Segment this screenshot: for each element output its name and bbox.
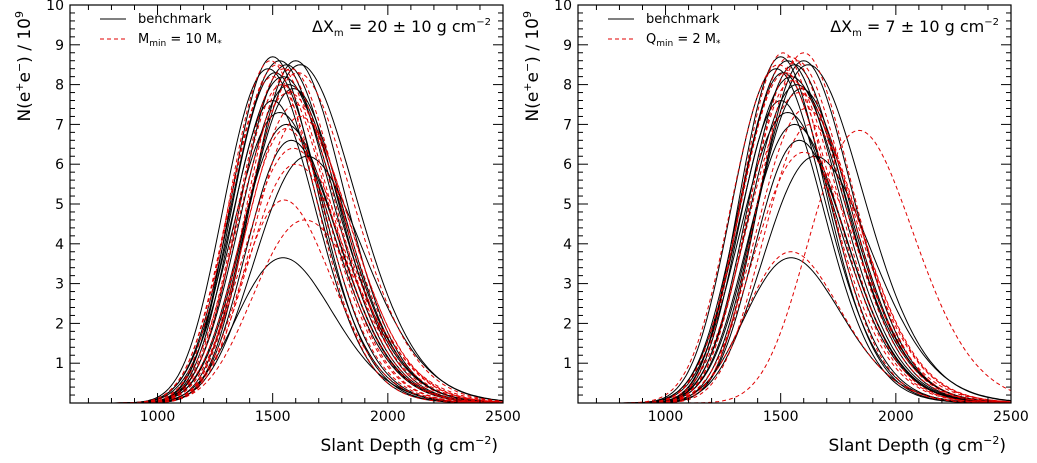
y-tick-label: 7 xyxy=(563,117,572,133)
alternative-curve xyxy=(102,68,503,404)
x-tick-label: 1500 xyxy=(763,409,799,425)
benchmark-curve xyxy=(102,111,503,404)
y-tick-label: 2 xyxy=(563,316,572,332)
y-tick-label: 5 xyxy=(55,197,64,213)
y-tick-label: 1 xyxy=(563,356,572,372)
y-tick-label: 9 xyxy=(55,38,64,54)
alternative-curve xyxy=(102,72,504,404)
curves xyxy=(610,52,1012,404)
benchmark-curve xyxy=(610,84,1012,404)
alternative-curve xyxy=(610,56,1012,404)
benchmark-curve xyxy=(610,72,1011,404)
x-tick-label: 1000 xyxy=(140,409,176,425)
y-tick-label: 7 xyxy=(55,117,64,133)
benchmark-curve xyxy=(102,68,503,404)
benchmark-curve xyxy=(102,139,503,404)
alternative-curve xyxy=(102,127,503,404)
alternative-curve xyxy=(102,92,504,404)
y-tick-label: 9 xyxy=(563,38,572,54)
alternative-curve xyxy=(102,64,504,404)
y-tick-label: 3 xyxy=(563,277,572,293)
alternative-curve xyxy=(610,64,1012,404)
x-tick-label: 2000 xyxy=(878,409,914,425)
alternative-curve xyxy=(102,115,504,404)
y-tick-label: 2 xyxy=(55,316,64,332)
benchmark-curve xyxy=(610,123,1011,404)
y-axis-title: N(e+e−) / 109 xyxy=(521,11,543,122)
x-tick-label: 1500 xyxy=(255,409,291,425)
y-tick-label: 6 xyxy=(55,157,64,173)
legend: benchmark Qmin = 2 M* xyxy=(608,12,721,49)
benchmark-curve xyxy=(102,56,503,404)
panel-left: 1000 1500 2000 2500 1 2 3 4 5 6 7 8 9 10 Slant Depth (… xyxy=(13,0,521,456)
alternative-curve xyxy=(102,219,504,404)
benchmark-curve xyxy=(610,99,1012,404)
annotation: ΔXm = 7 ± 10 g cm−2 xyxy=(830,17,999,39)
x-tick-label: 2500 xyxy=(485,409,521,425)
benchmark-curve xyxy=(610,88,1012,404)
alternative-curve xyxy=(610,123,1012,404)
alternative-curve xyxy=(102,147,504,404)
benchmark-curve xyxy=(610,155,1012,404)
alternative-curve xyxy=(610,52,1012,404)
panel-right: 1000 1500 2000 2500 1 2 3 4 5 6 7 8 9 10 Slant Depth (… xyxy=(521,0,1029,456)
x-axis-title: Slant Depth (g cm−2) xyxy=(320,434,498,456)
legend-label: benchmark xyxy=(138,12,212,27)
alternative-curve xyxy=(610,129,1012,404)
legend-label: Qmin = 2 M* xyxy=(646,32,721,49)
benchmark-curve xyxy=(102,72,503,404)
alternative-curve xyxy=(610,251,1012,404)
alternative-curve xyxy=(610,60,1012,404)
alternative-curve xyxy=(102,199,503,404)
benchmark-curve xyxy=(102,60,504,404)
y-tick-label: 10 xyxy=(554,0,572,14)
legend: benchmark Mmin = 10 M* xyxy=(100,12,222,49)
benchmark-curve xyxy=(610,139,1011,404)
benchmark-curve xyxy=(102,123,503,404)
y-tick-label: 6 xyxy=(563,157,572,173)
y-tick-label: 5 xyxy=(563,197,572,213)
y-tick-label: 3 xyxy=(55,277,64,293)
alternative-curve xyxy=(610,72,1012,404)
x-axis-title: Slant Depth (g cm−2) xyxy=(828,434,1006,456)
legend-label: Mmin = 10 M* xyxy=(138,32,222,49)
x-tick-label: 2000 xyxy=(370,409,406,425)
legend-label: benchmark xyxy=(646,12,720,27)
y-tick-label: 1 xyxy=(55,356,64,372)
y-tick-label: 8 xyxy=(55,78,64,94)
annotation: ΔXm = 20 ± 10 g cm−2 xyxy=(312,17,491,39)
y-tick-label: 4 xyxy=(563,237,572,253)
benchmark-curve xyxy=(102,88,504,404)
benchmark-curve xyxy=(102,155,504,404)
benchmark-curve xyxy=(610,111,1011,404)
alternative-curve xyxy=(610,80,1012,404)
alternative-curve xyxy=(610,107,1012,404)
y-axis-title: N(e+e−) / 109 xyxy=(13,11,35,122)
alternative-curve xyxy=(102,163,504,404)
alternative-curve xyxy=(102,60,503,404)
x-tick-label: 1000 xyxy=(648,409,684,425)
alternative-curve xyxy=(102,103,504,404)
benchmark-curve xyxy=(610,68,1011,404)
y-tick-label: 8 xyxy=(563,78,572,94)
benchmark-curve xyxy=(102,99,504,404)
alternative-curve xyxy=(102,76,503,404)
y-tick-label: 4 xyxy=(55,237,64,253)
curves xyxy=(102,56,504,404)
benchmark-curve xyxy=(102,60,504,404)
alternative-curve xyxy=(610,52,1011,404)
alternative-curve xyxy=(102,68,503,404)
y-tick-label: 10 xyxy=(46,0,64,14)
x-tick-label: 2500 xyxy=(993,409,1029,425)
alternative-curve xyxy=(610,151,1012,404)
benchmark-curve xyxy=(610,56,1011,404)
